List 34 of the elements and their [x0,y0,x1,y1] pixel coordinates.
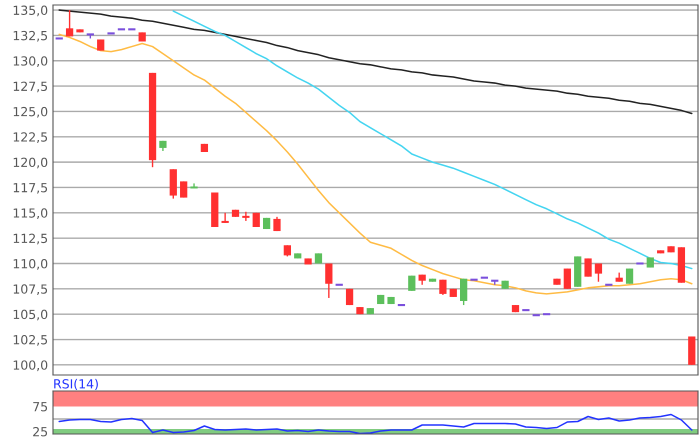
y-tick-label: 107,5 [14,284,48,296]
line-series [58,414,693,434]
candlestick [460,278,468,306]
y-tick-label: 112,5 [14,234,48,244]
y-tick-label: 100,0 [14,360,48,372]
line-series [172,10,693,270]
y-tick-label: 105,0 [14,310,48,320]
y-tick-label: 135,0 [14,6,48,16]
candlestick [66,9,74,38]
candlestick [626,268,634,284]
candlestick [408,274,416,292]
y-tick-label: 102,5 [14,334,48,346]
candlestick [325,262,332,299]
y-tick-label: 125,0 [14,106,48,118]
candlestick [242,211,250,222]
y-tick-label: 122,5 [14,132,48,143]
candlestick [284,244,291,258]
y-tick-label: 127,5 [14,82,48,92]
candlestick [273,216,281,232]
y-tick-label: 120,0 [14,158,48,168]
candlestick [564,268,571,290]
y-tick-label: 25 [33,426,48,436]
y-tick-label: 132,5 [14,30,48,42]
line-series [58,9,693,114]
candlestick [439,279,447,296]
y-tick-label: 110,0 [14,258,48,270]
candlestick [418,274,426,286]
y-tick-label: 130,0 [14,56,48,67]
chart-title: RSI(14) [54,378,98,390]
y-tick-label: 117,5 [14,183,48,194]
candlestick [222,212,229,224]
y-tick-label: 75 [33,402,48,412]
candlestick [594,262,602,282]
y-tick-label: 115,0 [14,208,48,220]
